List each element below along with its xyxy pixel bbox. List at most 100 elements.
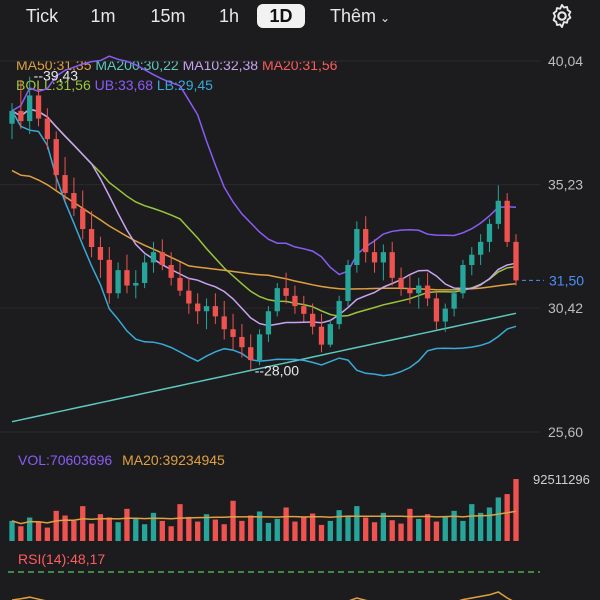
volume-bar bbox=[159, 520, 165, 541]
candle-body bbox=[9, 110, 15, 124]
candle-body bbox=[513, 241, 519, 281]
more-dropdown[interactable]: Thêm ⌄ bbox=[318, 4, 402, 28]
candle-body bbox=[460, 264, 466, 294]
candle-body bbox=[141, 262, 148, 283]
candle-body bbox=[398, 277, 404, 289]
ma50-line bbox=[11, 169, 517, 291]
candle-body bbox=[407, 288, 413, 294]
candle-body bbox=[133, 282, 139, 286]
candle-body bbox=[469, 254, 475, 265]
candle-body bbox=[18, 110, 24, 122]
volume-legend: VOL:70603696 MA20:39234945 bbox=[18, 452, 225, 468]
volume-bar bbox=[504, 494, 510, 541]
candle-body bbox=[239, 336, 245, 348]
rsi-panel bbox=[8, 571, 540, 600]
candle-body bbox=[424, 285, 431, 299]
volume-bar bbox=[371, 522, 378, 541]
legend-vol: VOL:70603696 bbox=[18, 452, 113, 468]
candle-body bbox=[504, 200, 510, 242]
candle-body bbox=[53, 139, 59, 176]
volume-bar bbox=[380, 512, 387, 541]
volume-ma20-line bbox=[11, 510, 517, 525]
tab-1h[interactable]: 1h bbox=[218, 6, 240, 26]
candle-body bbox=[124, 270, 130, 286]
candle-body bbox=[354, 229, 360, 265]
candle-body bbox=[433, 298, 440, 322]
volume-bar bbox=[398, 523, 404, 541]
gear-icon[interactable] bbox=[548, 2, 576, 30]
more-label: Thêm bbox=[329, 6, 376, 26]
volume-bar bbox=[27, 517, 33, 541]
indicator-lines bbox=[11, 55, 517, 423]
volume-bar bbox=[239, 520, 245, 541]
candle-body bbox=[106, 259, 112, 294]
volume-bar bbox=[186, 516, 192, 541]
volume-bar bbox=[71, 520, 77, 541]
legend-lb: LB:29,45 bbox=[156, 77, 213, 93]
volume-bar bbox=[442, 516, 448, 541]
legend-ub: UB:33,68 bbox=[94, 77, 153, 93]
volume-bar bbox=[177, 504, 183, 541]
tab-tick[interactable]: Tick bbox=[25, 6, 59, 26]
price-tick-label: 25,60 bbox=[548, 424, 583, 440]
legend-vol-ma20: MA20:39234945 bbox=[122, 452, 225, 468]
candle-body bbox=[88, 229, 95, 248]
candle-body bbox=[97, 247, 104, 260]
candle-body bbox=[451, 293, 457, 309]
candle-body bbox=[318, 326, 325, 345]
volume-bar bbox=[416, 518, 422, 541]
candle-body bbox=[416, 285, 422, 294]
volume-bar bbox=[309, 513, 316, 541]
candle-body bbox=[283, 288, 289, 296]
volume-bar bbox=[195, 521, 201, 541]
chevron-down-icon: ⌄ bbox=[379, 11, 391, 25]
candle-body bbox=[336, 300, 342, 325]
volume-bar bbox=[495, 497, 501, 541]
candle-body bbox=[265, 311, 272, 335]
volume-bar bbox=[106, 517, 112, 541]
volume-bar bbox=[451, 510, 457, 541]
rsi-legend: RSI(14):48,17 bbox=[18, 551, 106, 567]
volume-bar bbox=[318, 524, 325, 541]
volume-bar bbox=[18, 526, 24, 541]
candle-body bbox=[477, 241, 484, 255]
current-price-label: 31,50 bbox=[549, 272, 584, 288]
volume-bar bbox=[301, 516, 307, 541]
candle-body bbox=[62, 175, 68, 194]
volume-bar bbox=[336, 510, 342, 541]
volume-max-label: 92511296 bbox=[533, 472, 590, 487]
candle-body bbox=[301, 306, 307, 314]
candle-body bbox=[380, 252, 387, 263]
candle-body bbox=[230, 329, 236, 337]
volume-bar bbox=[44, 527, 51, 541]
tab-1d[interactable]: 1D bbox=[257, 4, 305, 28]
volume-bar bbox=[460, 520, 466, 541]
rsi-line bbox=[11, 591, 513, 600]
candle-body bbox=[442, 308, 448, 322]
high-annotation: --39,43 bbox=[34, 68, 79, 84]
candle-body bbox=[168, 264, 174, 278]
volume-bar bbox=[212, 519, 219, 541]
candle-body bbox=[203, 306, 210, 312]
volume-bar bbox=[62, 515, 68, 541]
tab-1m[interactable]: 1m bbox=[90, 6, 116, 26]
candle-body bbox=[177, 277, 183, 291]
candle-body bbox=[221, 316, 227, 330]
candle-body bbox=[486, 223, 493, 242]
tab-15m[interactable]: 15m bbox=[150, 6, 186, 26]
candle-body bbox=[292, 295, 298, 307]
volume-bar bbox=[203, 514, 210, 541]
volume-bar bbox=[221, 524, 227, 541]
volume-bar bbox=[433, 521, 440, 541]
candle-body bbox=[80, 208, 86, 230]
candle-body bbox=[345, 264, 351, 301]
price-tick-label: 30,42 bbox=[548, 300, 583, 316]
volume-bar bbox=[256, 511, 263, 541]
candle-body bbox=[389, 252, 395, 278]
volume-bar bbox=[265, 522, 272, 541]
ub-line bbox=[11, 55, 517, 276]
volume-bar bbox=[513, 479, 519, 541]
volume-bar bbox=[354, 506, 360, 541]
candle-body bbox=[44, 118, 51, 140]
